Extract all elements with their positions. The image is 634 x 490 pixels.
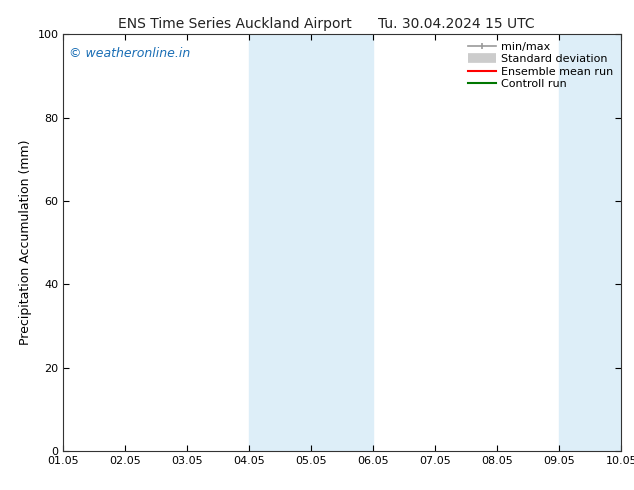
Legend: min/max, Standard deviation, Ensemble mean run, Controll run: min/max, Standard deviation, Ensemble me… (463, 38, 618, 93)
Bar (559, 34, 621, 451)
Y-axis label: Precipitation Accumulation (mm): Precipitation Accumulation (mm) (19, 140, 32, 345)
Bar (249, 34, 373, 451)
Text: Tu. 30.04.2024 15 UTC: Tu. 30.04.2024 15 UTC (378, 17, 535, 31)
Text: ENS Time Series Auckland Airport: ENS Time Series Auckland Airport (118, 17, 351, 31)
Text: © weatheronline.in: © weatheronline.in (69, 47, 190, 60)
